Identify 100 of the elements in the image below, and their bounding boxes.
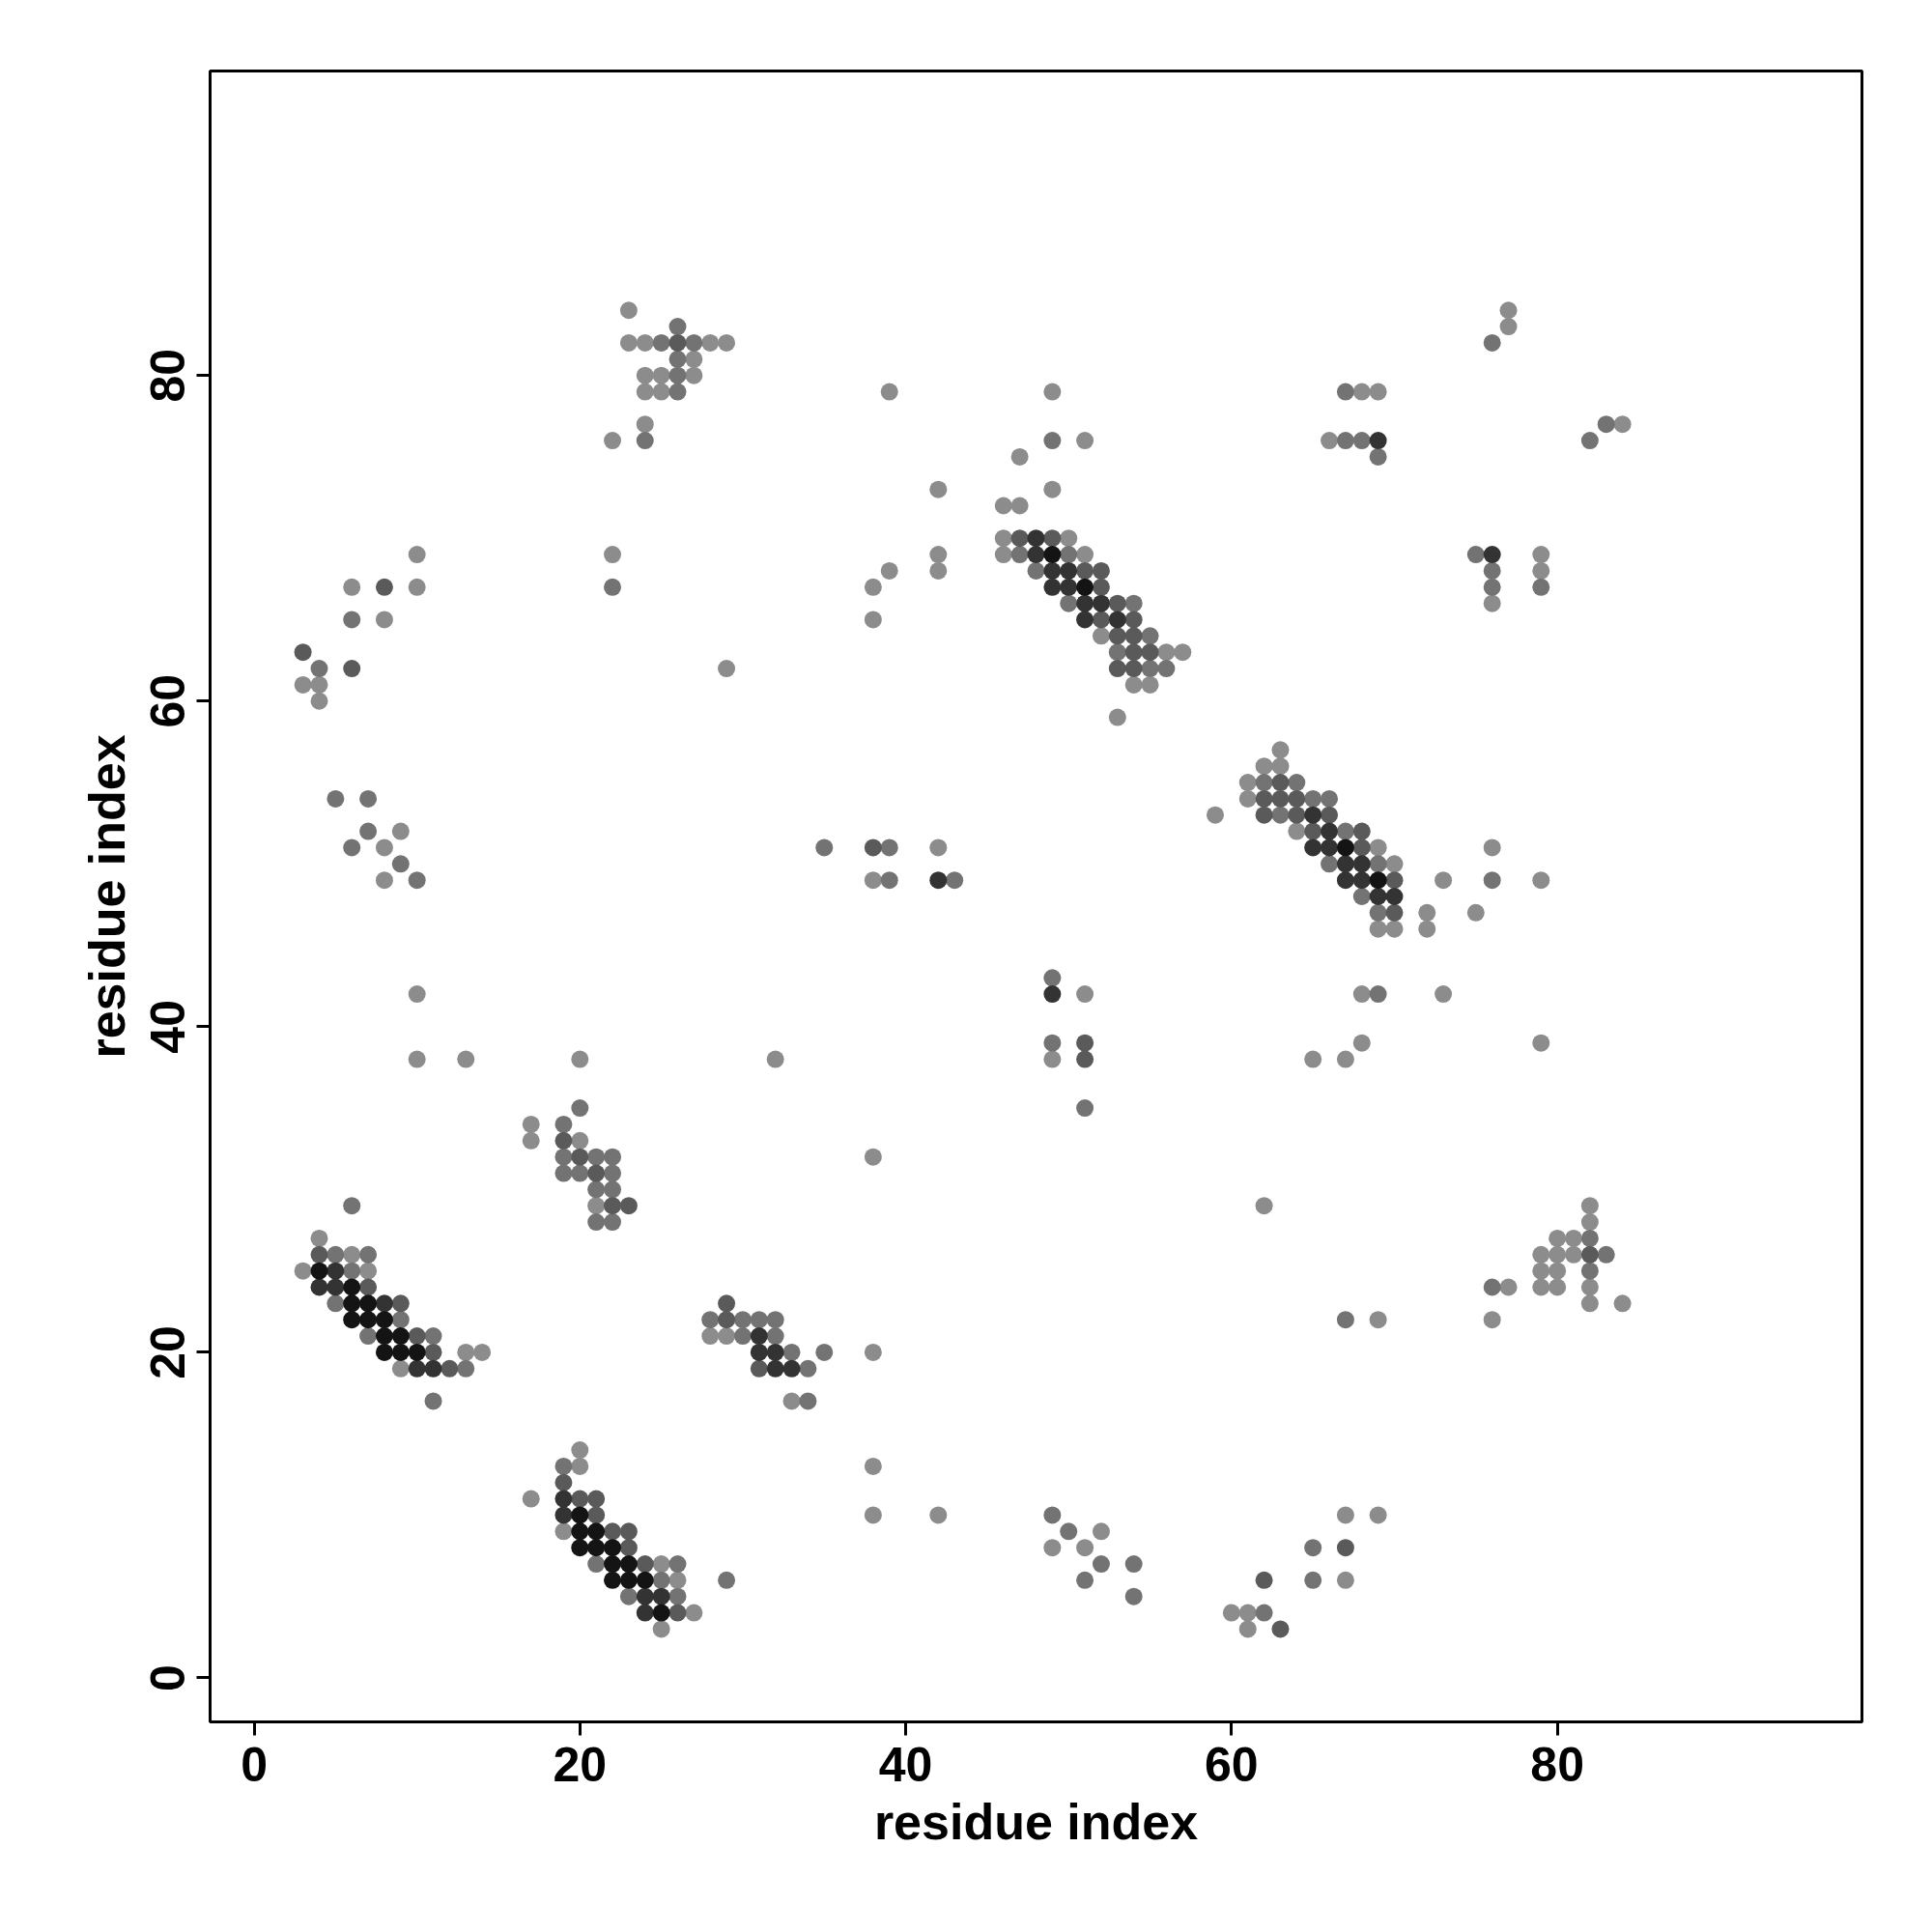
point: [359, 1294, 378, 1313]
point: [668, 333, 687, 352]
y-axis-title: residue index: [78, 734, 135, 1059]
point: [1385, 903, 1404, 922]
point: [1255, 789, 1273, 808]
point: [1124, 660, 1143, 678]
point: [766, 1359, 784, 1378]
y-tick-label: 80: [141, 348, 196, 403]
point: [587, 1164, 606, 1182]
point: [571, 1539, 589, 1557]
point: [554, 1490, 573, 1508]
point: [1076, 561, 1094, 580]
point: [718, 1311, 736, 1329]
point: [1483, 546, 1501, 564]
point: [1043, 546, 1062, 564]
point: [636, 1604, 654, 1622]
point: [636, 1555, 654, 1573]
point: [1027, 529, 1045, 548]
point: [1385, 871, 1404, 890]
point: [652, 1587, 670, 1605]
x-tick-label: 20: [553, 1737, 608, 1792]
point: [1304, 838, 1322, 857]
point: [1124, 643, 1143, 662]
point: [1043, 561, 1062, 580]
point: [864, 838, 882, 857]
point: [636, 1571, 654, 1589]
point: [1288, 806, 1306, 824]
point: [1092, 594, 1110, 612]
point: [1076, 611, 1094, 629]
point: [587, 1539, 606, 1557]
point: [375, 1343, 393, 1361]
point: [1352, 855, 1371, 873]
point: [668, 1604, 687, 1622]
point: [1108, 627, 1126, 645]
x-tick-label: 80: [1530, 1737, 1584, 1792]
point: [571, 1522, 589, 1541]
y-tick-label: 20: [141, 1325, 196, 1379]
point: [604, 1539, 622, 1557]
point: [1124, 611, 1143, 629]
point: [408, 1343, 426, 1361]
point: [782, 1359, 801, 1378]
point: [1336, 1539, 1354, 1557]
point: [750, 1343, 768, 1361]
y-tick-label: 60: [141, 673, 196, 728]
point: [1060, 561, 1078, 580]
y-tick-label: 0: [141, 1664, 196, 1691]
point: [554, 1473, 573, 1492]
point: [554, 1131, 573, 1150]
point: [310, 1245, 328, 1264]
point: [391, 1327, 410, 1346]
point: [619, 1539, 638, 1557]
point: [766, 1343, 784, 1361]
point: [1352, 822, 1371, 840]
point: [1076, 1034, 1094, 1052]
point: [1076, 578, 1094, 596]
point: [375, 1311, 393, 1329]
point: [1043, 529, 1062, 548]
x-tick-label: 40: [878, 1737, 933, 1792]
point: [408, 1359, 426, 1378]
point: [636, 1587, 654, 1605]
point: [343, 1278, 361, 1296]
point: [604, 1197, 622, 1215]
point: [1076, 1050, 1094, 1068]
point: [343, 1311, 361, 1329]
point: [1336, 838, 1354, 857]
x-axis-title: residue index: [873, 1793, 1199, 1850]
point: [1336, 871, 1354, 890]
point: [1385, 888, 1404, 905]
point: [1271, 1620, 1290, 1638]
point: [571, 1490, 589, 1508]
point: [310, 1278, 328, 1296]
point: [1043, 985, 1062, 1004]
point: [1060, 578, 1078, 596]
point: [619, 1555, 638, 1573]
point: [375, 578, 393, 596]
point: [359, 1278, 378, 1296]
point: [604, 1571, 622, 1589]
point: [375, 1327, 393, 1346]
point: [408, 1327, 426, 1346]
point: [1321, 822, 1339, 840]
point: [1255, 806, 1273, 824]
point: [619, 1522, 638, 1541]
point: [571, 1506, 589, 1524]
point: [1369, 871, 1387, 890]
x-tick-label: 60: [1205, 1737, 1259, 1792]
point: [1141, 643, 1159, 662]
point: [310, 1262, 328, 1280]
point: [1352, 871, 1371, 890]
point: [424, 1343, 442, 1361]
point: [1027, 546, 1045, 564]
point: [587, 1490, 606, 1508]
point: [343, 1294, 361, 1313]
point: [440, 1359, 459, 1378]
point: [1304, 806, 1322, 824]
point: [750, 1327, 768, 1346]
point: [1369, 888, 1387, 905]
point: [587, 1522, 606, 1541]
point: [375, 1294, 393, 1313]
point: [587, 1506, 606, 1524]
point: [1271, 789, 1290, 808]
